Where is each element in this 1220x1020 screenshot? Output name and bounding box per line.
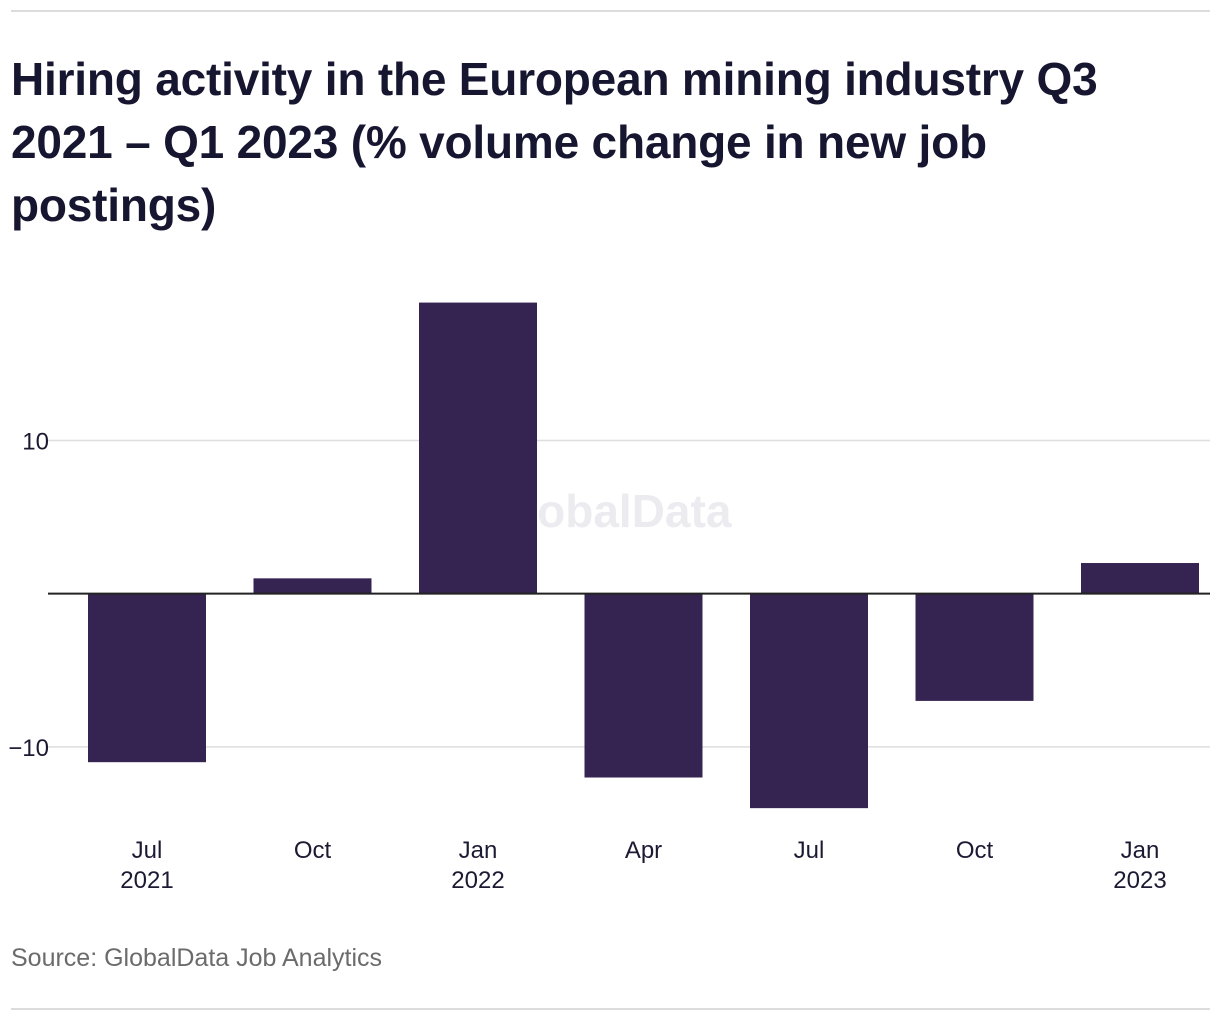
bar bbox=[88, 593, 206, 763]
x-tick-label: Jul bbox=[794, 837, 825, 864]
y-axis-ticks: −10 10 bbox=[8, 428, 49, 761]
x-tick-label: Apr bbox=[625, 837, 662, 864]
chart-title: Hiring activity in the European mining i… bbox=[11, 53, 1098, 231]
x-tick-label: Jan 2022 bbox=[451, 837, 504, 894]
x-tick-label: Jul 2021 bbox=[120, 837, 173, 894]
bottom-divider bbox=[11, 1008, 1210, 1010]
top-divider bbox=[11, 10, 1210, 12]
bar bbox=[584, 593, 703, 778]
bar bbox=[1081, 563, 1199, 594]
x-axis-ticks: Jul 2021 Oct Jan 2022 Apr Jul Oct Jan 2023 bbox=[120, 837, 1166, 894]
x-tick-label: Oct bbox=[956, 837, 994, 864]
source-note: Source: GlobalData Job Analytics bbox=[11, 944, 383, 972]
y-tick-label: −10 bbox=[8, 735, 49, 762]
y-tick-label: 10 bbox=[22, 428, 49, 455]
bar bbox=[419, 302, 537, 594]
bar bbox=[915, 593, 1034, 701]
bar bbox=[253, 578, 372, 594]
bars bbox=[88, 302, 1199, 809]
x-tick-label: Jan 2023 bbox=[1113, 837, 1166, 894]
x-tick-label: Oct bbox=[294, 837, 332, 864]
bar bbox=[750, 593, 868, 809]
